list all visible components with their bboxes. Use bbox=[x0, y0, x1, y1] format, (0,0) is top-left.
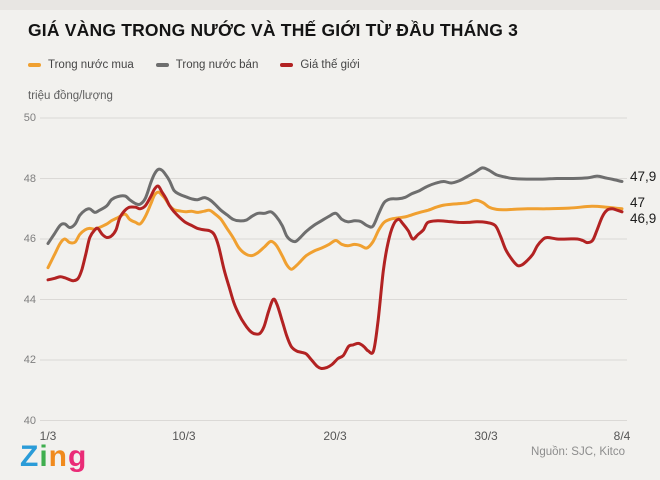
y-tick-46: 46 bbox=[23, 233, 36, 245]
y-tick-48: 48 bbox=[23, 172, 36, 185]
line-gia-the-gioi bbox=[46, 184, 624, 371]
legend: Trong nước mua Trong nước bán Giá thế gi… bbox=[28, 59, 360, 71]
y-tick-42: 42 bbox=[23, 354, 36, 366]
chart-title: GIÁ VÀNG TRONG NƯỚC VÀ THẾ GIỚI TỪ ĐẦU T… bbox=[28, 20, 519, 40]
end-value-label-trong-nuoc-mua: 47 bbox=[630, 194, 646, 210]
zing-logo-letter-n: n bbox=[48, 440, 68, 473]
legend-item-trong-nuoc-ban: Trong nước bán bbox=[155, 59, 259, 71]
x-tick-30-3: 30/3 bbox=[474, 429, 498, 443]
legend-dash-gray-icon bbox=[155, 63, 169, 67]
legend-dash-orange-icon bbox=[28, 63, 41, 67]
legend-item-gia-the-gioi: Giá thế giới bbox=[280, 59, 360, 71]
y-tick-44: 44 bbox=[23, 293, 36, 306]
source-credit: Nguồn: SJC, Kitco bbox=[531, 446, 625, 458]
x-tick-8-4: 8/4 bbox=[613, 429, 631, 443]
x-tick-1-3: 1/3 bbox=[39, 429, 57, 443]
x-tick-10-3: 10/3 bbox=[172, 429, 196, 443]
legend-item-trong-nuoc-mua: Trong nước mua bbox=[28, 59, 134, 71]
legend-label-gia-the-gioi: Giá thế giới bbox=[300, 59, 360, 71]
x-tick-20-3: 20/3 bbox=[323, 429, 347, 443]
y-axis-unit-label: triệu đồng/lượng bbox=[28, 90, 113, 102]
y-tick-50: 50 bbox=[23, 112, 36, 124]
end-value-label-gia-the-gioi: 46,9 bbox=[630, 210, 657, 226]
end-value-label-trong-nuoc-ban: 47,9 bbox=[630, 169, 657, 185]
zing-logo-letter-i: i bbox=[39, 440, 49, 473]
top-band bbox=[0, 0, 660, 10]
legend-label-trong-nuoc-ban: Trong nước bán bbox=[175, 59, 259, 71]
legend-label-trong-nuoc-mua: Trong nước mua bbox=[48, 59, 134, 71]
line-trong-nuoc-ban bbox=[46, 166, 624, 245]
line-trong-nuoc-mua bbox=[46, 190, 624, 271]
zing-logo[interactable]: Zing bbox=[20, 440, 87, 474]
y-tick-40: 40 bbox=[23, 414, 36, 427]
zing-logo-letter-g: g bbox=[68, 440, 88, 473]
legend-dash-red-icon bbox=[280, 63, 294, 67]
zing-logo-letter-z: Z bbox=[20, 440, 40, 473]
